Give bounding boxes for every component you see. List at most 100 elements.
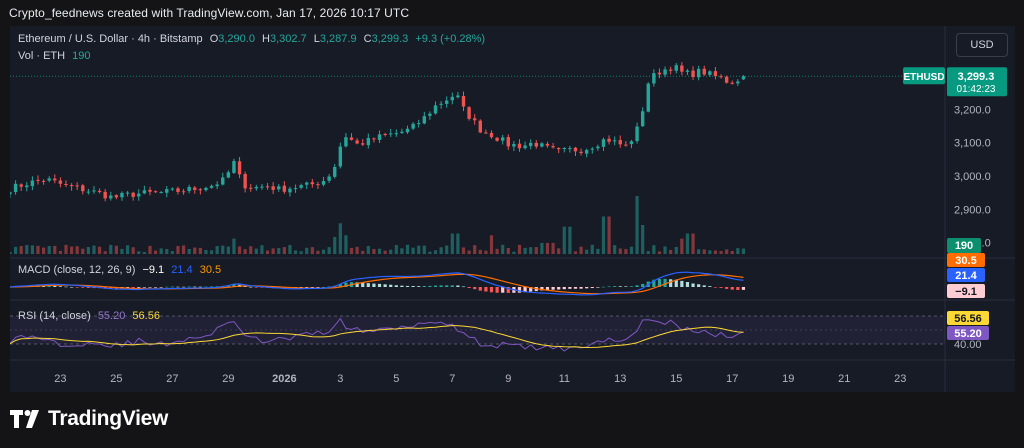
candle-body	[646, 83, 650, 112]
volume-bar	[282, 247, 286, 254]
currency-button[interactable]: USD	[956, 33, 1008, 57]
volume-bar	[36, 245, 40, 254]
rsi-label[interactable]: RSI (14, close)	[18, 310, 91, 322]
volume-bar	[702, 249, 706, 254]
macd-histogram-bar	[69, 286, 74, 288]
candle-body	[86, 191, 91, 193]
volume-bar	[601, 216, 606, 254]
candle-body	[69, 185, 74, 187]
volume-label[interactable]: Vol · ETH	[18, 50, 66, 62]
candle-body	[489, 132, 494, 138]
candle-body	[663, 69, 667, 75]
macd-histogram-bar	[607, 286, 611, 288]
macd-histogram-bar	[461, 286, 466, 288]
candle-body	[456, 95, 460, 98]
macd-histogram-bar	[8, 287, 12, 288]
candle-body	[596, 146, 600, 149]
volume-bar	[450, 233, 454, 254]
candle-body	[528, 142, 533, 147]
macd-histogram-bar	[725, 287, 729, 289]
macd-histogram-bar	[417, 286, 421, 287]
macd-hist-badge-bg	[947, 284, 985, 298]
rsi-ma-value: 56.56	[132, 310, 160, 322]
volume-bar	[489, 235, 494, 254]
macd-histogram-bar	[58, 286, 62, 287]
chart-canvas[interactable]: 3,200.03,100.03,000.02,900.02,800.080.00…	[8, 26, 1015, 392]
macd-histogram-bar	[456, 285, 460, 287]
volume-bar	[433, 250, 438, 254]
macd-histogram-bar	[697, 284, 701, 287]
volume-bar	[114, 245, 118, 254]
time-axis-tick-label: 9	[505, 373, 511, 385]
macd-histogram-bar	[529, 287, 533, 292]
candle-body	[607, 138, 611, 142]
time-axis-tick-label: 5	[393, 373, 399, 385]
volume-bar	[232, 238, 236, 254]
candle-body	[685, 70, 690, 72]
volume-bar	[663, 246, 667, 254]
volume-bar	[674, 246, 678, 254]
macd-histogram-bar	[394, 285, 398, 287]
high-value: 3,302.7	[269, 33, 307, 45]
candle-body	[411, 123, 415, 129]
candle-body	[601, 139, 606, 147]
volume-bar	[321, 249, 326, 254]
candle-body	[439, 103, 443, 105]
macd-histogram-bar	[674, 279, 678, 287]
macd-histogram-bar	[86, 287, 90, 288]
volume-bar	[366, 246, 370, 254]
candle-body	[170, 188, 175, 190]
candle-body	[243, 173, 247, 189]
candle-body	[125, 192, 130, 194]
macd-badge-bg	[947, 268, 985, 282]
macd-hist-value: −9.1	[142, 264, 165, 276]
symbol-tag-label: ETHUSD	[903, 72, 944, 83]
macd-signal-line	[9, 273, 744, 295]
low-label: L	[313, 33, 320, 45]
candle-body	[333, 166, 337, 177]
volume-bar	[517, 244, 522, 254]
macd-histogram-bar	[495, 287, 499, 293]
candle-body	[450, 96, 455, 101]
volume-bar	[607, 216, 611, 254]
candle-body	[361, 143, 365, 145]
candle-body	[400, 131, 404, 133]
candle-body	[13, 183, 18, 193]
volume-bar	[568, 226, 572, 254]
candle-body	[500, 137, 505, 141]
rsi-ma-badge-bg	[947, 311, 989, 325]
chart-panel: 3,200.03,100.03,000.02,900.02,800.080.00…	[8, 26, 1015, 392]
volume-bar	[338, 223, 342, 254]
macd-histogram-bar	[327, 286, 331, 288]
macd-histogram-bar	[75, 287, 79, 288]
volume-bar	[131, 247, 135, 254]
candle-body	[120, 192, 124, 198]
volume-bar	[13, 246, 18, 254]
candle-body	[316, 184, 320, 186]
candle-body	[349, 137, 354, 140]
volume-bar	[120, 248, 124, 254]
volume-bar	[708, 250, 712, 254]
volume-bar	[372, 248, 376, 254]
candle-body	[534, 142, 538, 147]
macd-label[interactable]: MACD (close, 12, 26, 9)	[18, 264, 136, 276]
price-axis-tick-label: 3,200.0	[954, 104, 991, 116]
volume-badge-bg	[947, 238, 981, 253]
volume-bar	[310, 247, 314, 254]
volume-bar	[506, 248, 510, 254]
volume-badge-value: 190	[955, 240, 973, 252]
volume-bar	[579, 246, 583, 254]
price-axis-tick-label: 3,000.0	[954, 171, 991, 183]
tradingview-logo[interactable]: TradingView	[10, 402, 168, 436]
volume-bar	[176, 245, 180, 254]
symbol-description[interactable]: Ethereum / U.S. Dollar · 4h · Bitstamp	[18, 33, 203, 45]
macd-histogram-bar	[389, 284, 393, 287]
time-axis-tick-label: 2026	[272, 373, 296, 385]
volume-bar	[512, 251, 516, 254]
macd-histogram-bar	[685, 281, 690, 287]
macd-histogram-bar	[338, 284, 342, 287]
volume-bar	[209, 250, 214, 254]
macd-histogram-bar	[624, 286, 628, 287]
candle-body	[568, 148, 572, 150]
macd-histogram-bar	[736, 287, 740, 290]
